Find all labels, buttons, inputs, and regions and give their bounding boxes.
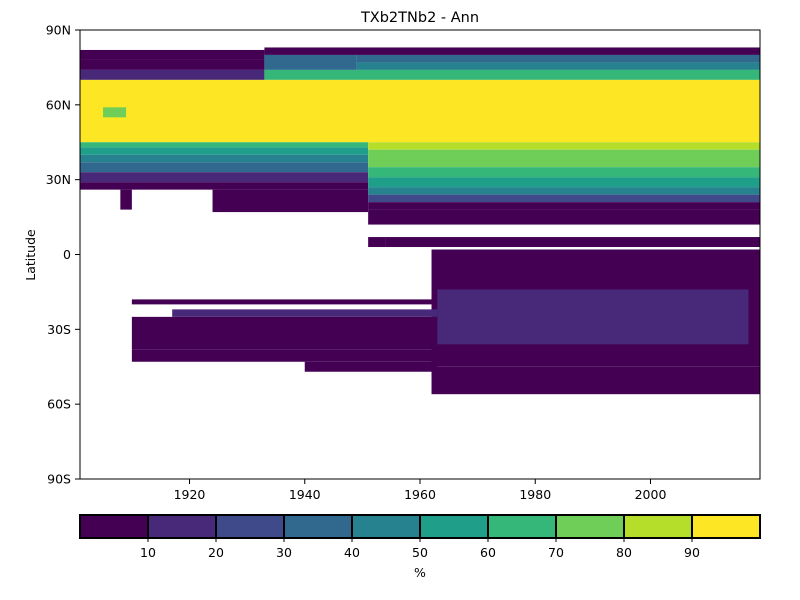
heatmap-cell: [80, 49, 265, 60]
heatmap-cell: [368, 167, 760, 178]
heatmap-cell: [131, 349, 438, 362]
colorbar-tick-label: 50: [412, 545, 428, 560]
heatmap-cell: [131, 299, 438, 305]
heatmap-cell: [368, 202, 760, 210]
heatmap-cell: [264, 54, 357, 70]
colorbar-swatch: [215, 514, 285, 539]
heatmap-cell: [131, 316, 438, 350]
heatmap-cell: [431, 366, 760, 395]
colorbar: 10 20 30 40 50 60 70 80 90: [79, 514, 761, 560]
colorbar-tick-label: 80: [616, 545, 632, 560]
heatmap-cell: [120, 189, 132, 210]
x-tick-label: 1960: [404, 487, 436, 502]
heatmap-cell: [80, 69, 265, 80]
x-axis-ticks: 1920 1940 1960 1980 2000: [174, 479, 667, 502]
heatmap-cell: [368, 187, 760, 195]
x-tick-label: 2000: [635, 487, 667, 502]
colorbar-swatch: [79, 514, 149, 539]
heatmap-cell: [368, 209, 760, 225]
chart-title: TXb2TNb2 - Ann: [360, 10, 479, 26]
heatmap-cell: [368, 149, 760, 168]
colorbar-tick-label: 20: [208, 545, 224, 560]
colorbar-swatch: [487, 514, 557, 539]
heatmap-cell: [264, 69, 760, 80]
colorbar-swatch: [147, 514, 217, 539]
y-axis-ticks: 90N 60N 30N 0 30S 60S 90S: [46, 23, 80, 487]
colorbar-label: %: [414, 565, 426, 580]
y-tick-label: 90N: [46, 23, 71, 38]
colorbar-swatch: [351, 514, 421, 539]
colorbar-tick-label: 60: [480, 545, 496, 560]
heatmap-cell: [80, 162, 369, 173]
heatmap-cell: [368, 177, 760, 188]
heatmap-cell: [356, 62, 760, 70]
colorbar-swatch: [555, 514, 625, 539]
colorbar-tick-label: 10: [140, 545, 156, 560]
x-tick-label: 1980: [519, 487, 551, 502]
colorbar-swatch: [691, 514, 761, 539]
heatmap-cell: [368, 142, 760, 150]
y-tick-label: 30S: [47, 322, 71, 337]
x-tick-label: 1920: [174, 487, 206, 502]
heatmap-cell: [80, 182, 369, 190]
y-tick-label: 60S: [47, 397, 71, 412]
heatmap-cell: [80, 147, 369, 155]
heatmap-cell: [80, 172, 369, 183]
heatmap-cell: [264, 47, 760, 55]
colorbar-swatch: [419, 514, 489, 539]
heatmap-cell: [212, 189, 369, 213]
heatmap-cell: [356, 54, 760, 63]
heatmap-cell: [368, 194, 760, 203]
y-tick-label: 0: [63, 247, 71, 262]
heatmap-cell: [80, 79, 760, 143]
colorbar-tick-label: 70: [548, 545, 564, 560]
colorbar-tick-label: 40: [344, 545, 360, 560]
heatmap-cell: [368, 237, 386, 248]
heatmap-cell: [80, 59, 265, 70]
heatmap-cell: [80, 142, 369, 148]
x-tick-label: 1940: [289, 487, 321, 502]
heatmap-cell: [304, 361, 438, 372]
heatmap-cell: [80, 154, 369, 163]
y-tick-label: 60N: [46, 97, 71, 112]
colorbar-swatch: [623, 514, 693, 539]
heatmap-cell: [103, 107, 127, 118]
y-tick-label: 30N: [46, 172, 71, 187]
colorbar-tick-label: 90: [684, 545, 700, 560]
y-tick-label: 90S: [47, 472, 71, 487]
heatmap-cell: [437, 289, 749, 345]
heatmap-cells: [80, 47, 760, 395]
colorbar-swatch: [283, 514, 353, 539]
heatmap-cell: [172, 309, 438, 317]
heatmap-cell: [385, 237, 760, 248]
colorbar-tick-label: 30: [276, 545, 292, 560]
y-axis-label: Latitude: [23, 229, 38, 281]
